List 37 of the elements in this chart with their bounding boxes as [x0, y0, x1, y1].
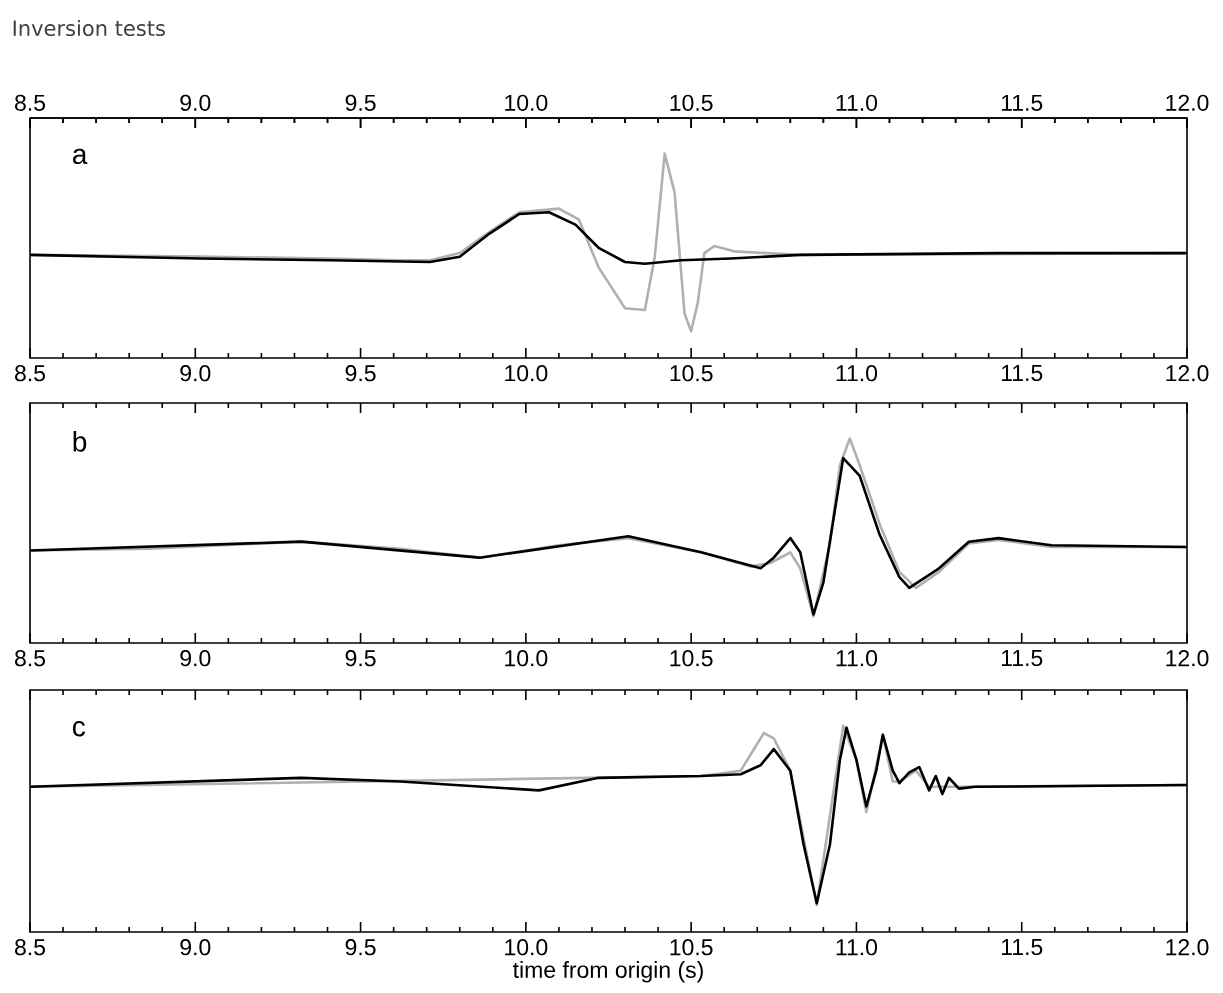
- x-tick-label: 9.0: [180, 939, 211, 956]
- x2-tick-label: 8.5: [15, 94, 46, 111]
- x-tick-label: 9.0: [180, 365, 211, 382]
- x-tick-label: 12.0: [1166, 365, 1209, 382]
- x-tick-label: 8.5: [15, 365, 46, 382]
- x-tick-label: 10.0: [505, 365, 548, 382]
- annotation: b: [73, 431, 87, 452]
- x-tick-label: 10.0: [505, 650, 548, 667]
- chart-title: Inversion tests: [13, 19, 165, 37]
- x2-tick-label: 9.0: [180, 94, 211, 111]
- x-tick-label: 9.5: [345, 650, 376, 667]
- x2-tick-label: 12.0: [1166, 94, 1209, 111]
- x2-tick-label: 11.0: [836, 94, 878, 111]
- x-tick-label: 9.5: [345, 365, 376, 382]
- x-tick-label: 12.0: [1166, 650, 1209, 667]
- x-tick-label: 11.5: [1001, 939, 1043, 956]
- x2-tick-label: 11.5: [1001, 94, 1043, 111]
- x-tick-label: 10.5: [670, 650, 713, 667]
- x-tick-label: 11.5: [1001, 365, 1043, 382]
- x-tick-label: 10.5: [670, 365, 713, 382]
- x2-tick-label: 10.5: [670, 94, 713, 111]
- x-tick-label: 11.0: [836, 365, 878, 382]
- x-tick-label: 12.0: [1166, 939, 1209, 956]
- annotation: c: [72, 721, 86, 737]
- x-tick-label: 10.5: [670, 939, 713, 956]
- x-tick-label: 10.0: [505, 939, 548, 956]
- annotation: a: [72, 148, 88, 165]
- x2-tick-label: 10.0: [505, 94, 548, 111]
- x-tick-label: 9.0: [180, 650, 211, 667]
- x-tick-label: 9.5: [345, 939, 376, 956]
- x-tick-label: 11.5: [1001, 650, 1043, 667]
- x-tick-label: 11.0: [836, 650, 878, 667]
- x-tick-label: 8.5: [15, 939, 46, 956]
- x2-tick-label: 9.5: [345, 94, 376, 111]
- x-axis-title: time from origin (s): [513, 961, 703, 983]
- x-tick-label: 8.5: [15, 650, 46, 667]
- x-tick-label: 11.0: [836, 939, 878, 956]
